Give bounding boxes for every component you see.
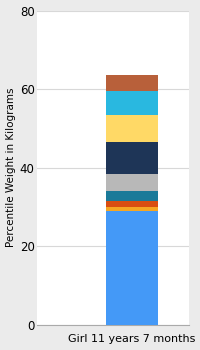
Bar [106, 201, 158, 207]
Bar [106, 114, 158, 142]
Bar [106, 142, 158, 174]
Bar [106, 191, 158, 201]
Bar [106, 91, 158, 114]
Bar [106, 75, 158, 91]
Bar [106, 211, 158, 325]
Bar [106, 174, 158, 191]
Y-axis label: Percentile Weight in Kilograms: Percentile Weight in Kilograms [6, 88, 16, 247]
Bar [106, 207, 158, 211]
